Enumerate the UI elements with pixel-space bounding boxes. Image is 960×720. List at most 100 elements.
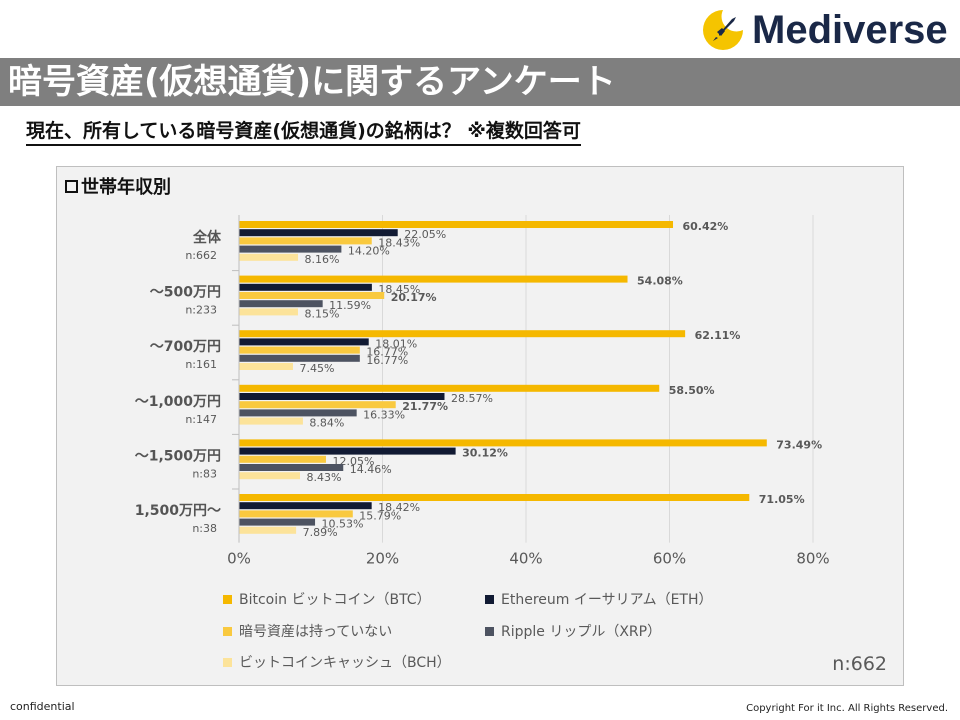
data-label-3-1: 11.59% — [329, 299, 371, 312]
bar-0-3 — [239, 384, 660, 392]
bar-3-5 — [239, 518, 316, 526]
category-label: ～1,000万円 — [135, 394, 221, 410]
bar-2-4 — [239, 455, 326, 463]
legend-item: Ethereum イーサリアム（ETH） — [485, 589, 713, 609]
data-label-4-5: 7.89% — [303, 526, 338, 539]
bar-2-1 — [239, 292, 385, 299]
bar-4-3 — [239, 417, 303, 425]
bar-2-0 — [239, 237, 372, 245]
data-label-2-0: 18.43% — [378, 236, 420, 249]
category-label: ～500万円 — [150, 285, 221, 301]
bar-1-3 — [239, 393, 445, 400]
data-label-4-1: 8.15% — [304, 307, 339, 320]
legend-swatch — [223, 657, 232, 667]
x-tick-label: 0% — [227, 550, 251, 568]
panel-label-text: 世帯年収別 — [81, 177, 171, 198]
bar-3-3 — [239, 409, 357, 417]
x-tick-label: 80% — [796, 550, 829, 568]
category-label: 1,500万円～ — [135, 503, 221, 519]
legend-swatch — [223, 594, 232, 604]
category-label: 全体 — [192, 229, 222, 246]
data-label-3-2: 16.77% — [366, 354, 408, 367]
legend-item: 暗号資産は持っていない — [223, 621, 392, 641]
bar-3-4 — [239, 464, 344, 471]
bar-4-5 — [239, 526, 297, 534]
page-title: 暗号資産(仮想通貨)に関するアンケート — [8, 62, 616, 102]
legend-label: Bitcoin ビットコイン（BTC） — [239, 592, 431, 608]
data-label-0-1: 54.08% — [637, 275, 683, 288]
x-tick-label: 60% — [653, 550, 686, 568]
legend-label: Ripple リップル（XRP） — [501, 624, 662, 640]
bar-4-2 — [239, 363, 293, 370]
data-label-3-3: 16.33% — [363, 408, 405, 421]
legend-label: Ethereum イーサリアム（ETH） — [501, 592, 713, 608]
data-label-0-3: 58.50% — [669, 384, 715, 397]
bar-2-2 — [239, 346, 360, 354]
data-label-2-1: 20.17% — [391, 291, 437, 304]
bar-4-4 — [239, 472, 300, 480]
bar-1-5 — [239, 502, 372, 510]
x-tick-label: 20% — [366, 550, 399, 568]
bar-2-3 — [239, 401, 396, 409]
data-label-1-2: 18.01% — [375, 337, 417, 350]
bar-0-0 — [239, 221, 674, 228]
legend-label: 暗号資産は持っていない — [239, 624, 393, 640]
checkbox-icon — [65, 180, 78, 193]
data-label-3-5: 10.53% — [322, 518, 364, 531]
footer-confidential: confidential — [10, 700, 75, 713]
data-label-0-2: 62.11% — [695, 329, 741, 342]
category-n-label: n:161 — [185, 358, 217, 371]
legend-swatch — [485, 626, 494, 636]
category-n-label: n:147 — [185, 413, 217, 426]
data-label-2-2: 16.77% — [366, 346, 408, 359]
legend-label: ビットコインキャッシュ（BCH） — [239, 655, 451, 671]
data-label-4-0: 8.16% — [305, 253, 340, 266]
bar-chart: 0% 20% 40% 60% 80% 全体 n:662 ～500万円 n:233 ～700万円 n:… — [135, 215, 830, 568]
category-label: ～700万円 — [150, 339, 221, 355]
bar-4-0 — [239, 253, 299, 261]
bar-1-2 — [239, 338, 369, 346]
bar-3-0 — [239, 245, 342, 253]
bar-0-4 — [239, 439, 767, 447]
data-label-1-1: 18.45% — [378, 283, 420, 296]
data-label-2-5: 15.79% — [359, 509, 401, 522]
category-label: ～1,500万円 — [135, 448, 221, 464]
legend-swatch — [485, 594, 494, 604]
data-label-4-2: 7.45% — [299, 362, 334, 375]
x-tick-label: 40% — [509, 550, 542, 568]
bar-1-4 — [239, 447, 456, 455]
data-label-4-4: 8.43% — [306, 471, 341, 484]
question-subtitle: 現在、所有している暗号資産(仮想通貨)の銘柄は？ ※複数回答可 — [26, 118, 581, 146]
bar-0-2 — [239, 330, 686, 338]
legend-swatch — [223, 626, 232, 636]
data-label-3-4: 14.46% — [350, 463, 392, 476]
bar-1-1 — [239, 283, 372, 291]
category-n-label: n:662 — [185, 249, 217, 262]
data-label-2-3: 21.77% — [402, 400, 448, 413]
bar-3-1 — [239, 300, 323, 308]
data-label-0-5: 71.05% — [759, 493, 805, 506]
rocket-moon-icon — [703, 10, 743, 50]
category-n-label: n:233 — [185, 304, 217, 317]
category-n-label: n:83 — [192, 467, 217, 480]
bar-2-5 — [239, 510, 353, 518]
title-bar: 暗号資産(仮想通貨)に関するアンケート — [0, 58, 960, 106]
data-label-0-0: 60.42% — [683, 220, 729, 233]
legend-item: Bitcoin ビットコイン（BTC） — [223, 589, 431, 609]
bar-1-0 — [239, 229, 398, 237]
data-label-0-4: 73.49% — [776, 438, 822, 451]
data-label-4-3: 8.84% — [309, 417, 344, 430]
data-label-1-3: 28.57% — [451, 392, 493, 405]
bar-0-1 — [239, 275, 628, 283]
panel-label: 世帯年収別 — [65, 173, 171, 199]
logo: Mediverse — [700, 6, 948, 54]
sample-size-total: n:662 — [832, 653, 887, 675]
data-label-3-0: 14.20% — [348, 245, 390, 258]
legend-item: Ripple リップル（XRP） — [485, 621, 661, 641]
logo-text: Mediverse — [752, 7, 948, 52]
data-label-1-0: 22.05% — [404, 228, 446, 241]
category-n-label: n:38 — [192, 522, 217, 535]
bar-4-1 — [239, 308, 298, 316]
data-label-1-5: 18.42% — [378, 501, 420, 514]
footer-copyright: Copyright For it Inc. All Rights Reserve… — [746, 703, 948, 714]
